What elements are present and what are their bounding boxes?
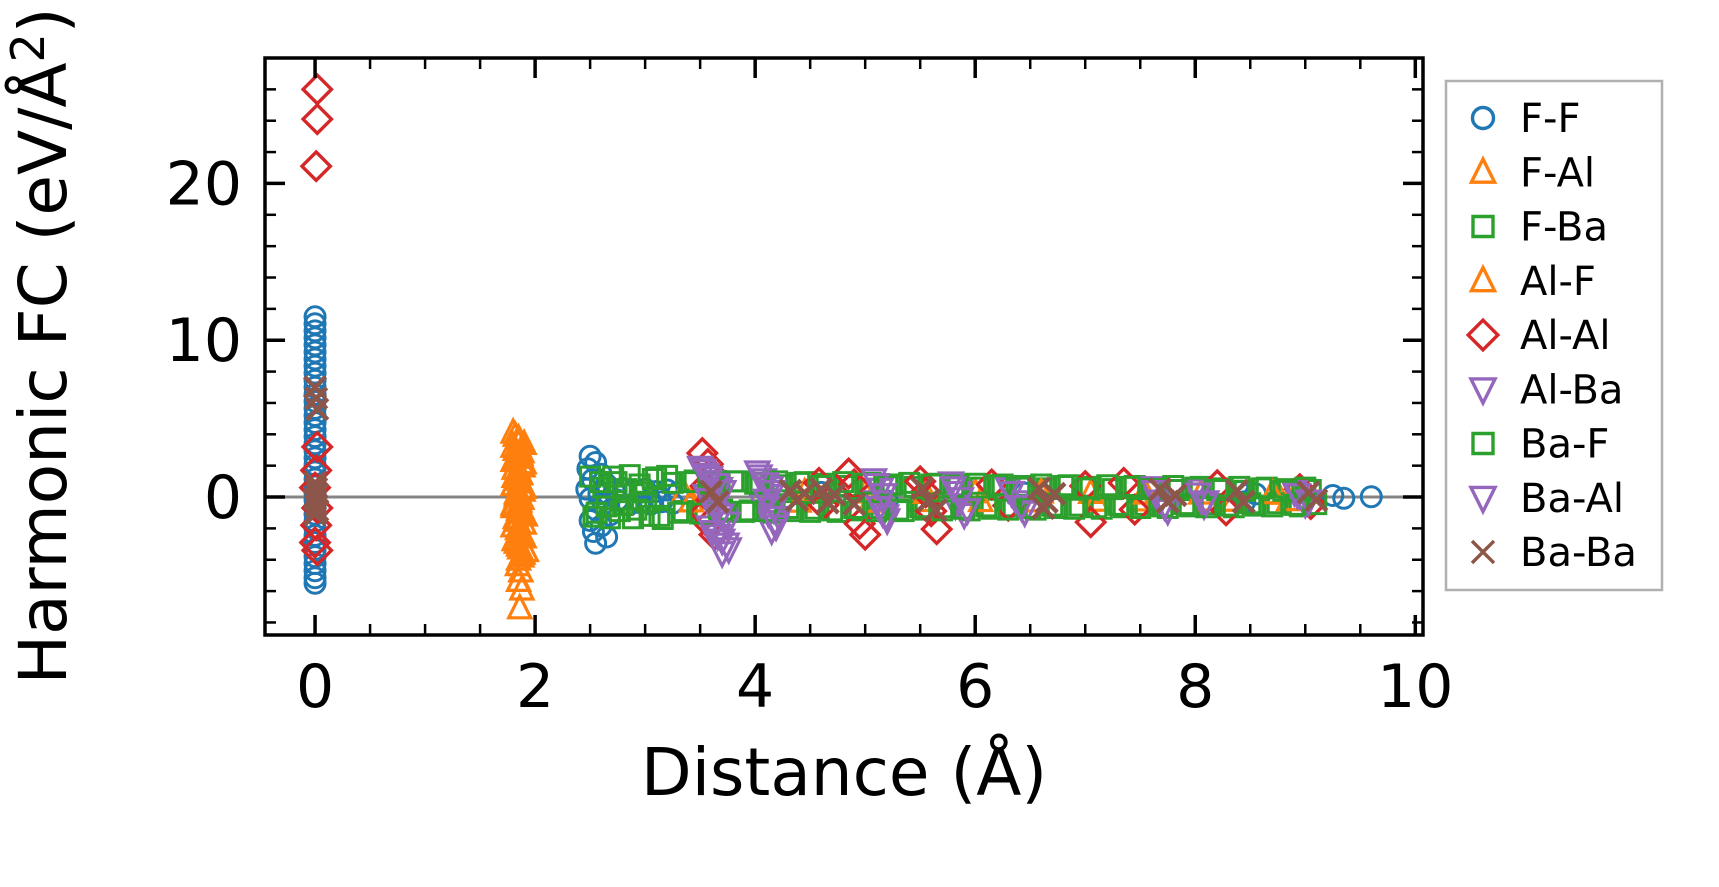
x-axis-title: Distance (Å) (641, 734, 1047, 811)
x-tick-label: 0 (296, 652, 334, 722)
legend-marker-ba-al-triangle-down-icon (1468, 485, 1498, 516)
data-markers (298, 72, 1383, 620)
y-tick-label: 10 (166, 306, 242, 376)
legend-label: F-Al (1520, 150, 1595, 196)
legend-label: Al-F (1520, 259, 1596, 305)
legend-box (1444, 79, 1664, 592)
series-f-f (303, 305, 1383, 595)
legend-marker-al-ba-triangle-down-icon (1468, 377, 1498, 407)
x-tick-label: 8 (1176, 652, 1214, 722)
legend-label: Ba-Ba (1520, 530, 1637, 576)
x-tick-label: 4 (736, 652, 774, 722)
legend-label: F-F (1520, 96, 1580, 142)
legend-marker-f-f-circle-icon (1470, 105, 1496, 131)
series-ba-ba (302, 375, 1329, 527)
legend-label: F-Ba (1520, 205, 1608, 251)
y-tick-labels: 0 10 20 (166, 149, 242, 533)
x-tick-label: 10 (1377, 652, 1453, 722)
legend-label: Ba-Al (1520, 476, 1624, 522)
y-axis-title: Harmonic FC (eV/Å2) (1, 7, 82, 684)
legend-entry-al-al: Al-Al (1465, 313, 1611, 359)
legend: F-F F-Al F-Ba Al-F Al-Al Al-Ba (1444, 79, 1664, 592)
legend-entry-ba-ba: Ba-Ba (1470, 530, 1637, 576)
legend-label: Al-Al (1520, 313, 1611, 359)
legend-entry-f-ba: F-Ba (1471, 205, 1608, 251)
legend-entry-al-ba: Al-Ba (1468, 367, 1623, 413)
legend-marker-ba-ba-x-icon (1470, 539, 1496, 565)
legend-entry-ba-f: Ba-F (1471, 422, 1609, 468)
x-tick-label: 6 (956, 652, 994, 722)
y-tick-label: 0 (204, 463, 242, 533)
legend-entry-ba-al: Ba-Al (1468, 476, 1624, 522)
legend-marker-al-f-triangle-icon (1468, 263, 1498, 293)
legend-entry-f-al: F-Al (1468, 150, 1595, 196)
legend-entry-al-f: Al-F (1468, 259, 1596, 305)
legend-marker-f-al-triangle-icon (1468, 155, 1498, 184)
plot-border (263, 56, 1425, 637)
legend-label: Al-Ba (1520, 367, 1623, 413)
legend-entry-f-f: F-F (1470, 96, 1580, 142)
legend-marker-ba-f-square-icon (1471, 431, 1495, 456)
x-tick-label: 2 (516, 652, 554, 722)
y-tick-label: 20 (166, 149, 242, 219)
legend-marker-al-al-diamond-icon (1465, 317, 1501, 353)
legend-marker-f-ba-square-icon (1471, 214, 1495, 239)
axis-ticks (265, 58, 1423, 635)
legend-label: Ba-F (1520, 422, 1609, 468)
x-tick-labels: 0 2 4 6 8 10 (296, 652, 1454, 722)
